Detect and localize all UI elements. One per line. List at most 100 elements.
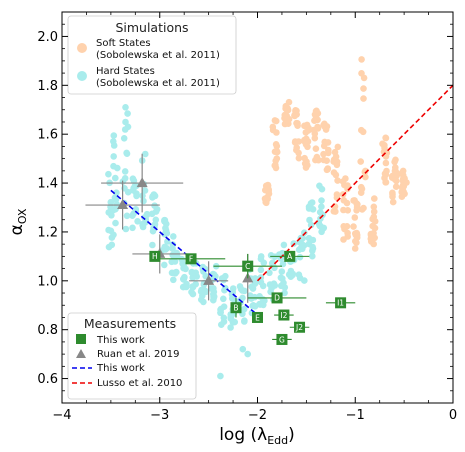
this-work-fit-line: [110, 189, 259, 316]
soft-state-point: [367, 232, 375, 239]
hard-state-point: [256, 300, 263, 308]
legend-hard-swatch: [77, 71, 87, 81]
x-tick-label: 0: [449, 408, 457, 423]
legend-this-work-fit-label: This work: [96, 363, 145, 374]
hard-state-point: [120, 135, 128, 142]
hard-state-point: [133, 192, 140, 200]
hard-state-point: [107, 198, 115, 206]
hard-state-point: [152, 216, 160, 224]
soft-state-point: [399, 169, 406, 176]
hard-state-point: [114, 164, 121, 172]
legend-simulations-box: [67, 15, 237, 95]
hard-state-point: [179, 260, 186, 267]
hard-state-point: [307, 221, 315, 229]
this-work-point-label: D: [274, 294, 280, 303]
hard-state-point: [123, 150, 131, 157]
this-work-point: C: [213, 253, 282, 279]
hard-state-point: [210, 293, 218, 300]
y-tick-label: 1.2: [37, 225, 58, 240]
hard-state-point: [122, 104, 129, 111]
lusso-fit-line: [256, 84, 454, 282]
soft-state-point: [339, 178, 347, 185]
soft-state-point: [350, 223, 357, 230]
hard-state-point: [229, 289, 237, 296]
legend-measurements-box: [67, 312, 197, 400]
soft-state-point: [362, 173, 369, 181]
soft-state-point: [295, 154, 303, 162]
y-tick-label: 1.0: [37, 274, 58, 289]
hard-state-point: [129, 175, 137, 182]
soft-state-point: [312, 145, 320, 152]
hard-state-point: [121, 168, 129, 175]
hard-state-point: [318, 203, 325, 210]
soft-states-points: [261, 56, 410, 252]
legend-measurements-title: Measurements: [84, 316, 176, 331]
legend-this-work-square: [76, 334, 86, 344]
ruan-triangle: [136, 177, 148, 188]
legend-measurements: Measurements This work Ruan et al. 2019 …: [67, 312, 197, 400]
soft-state-point: [389, 189, 396, 197]
soft-state-point: [300, 137, 308, 145]
hard-state-point: [112, 174, 119, 182]
this-work-square: [242, 260, 254, 272]
y-tick-label: 0.6: [37, 372, 58, 387]
soft-state-point: [272, 117, 280, 125]
soft-state-point: [369, 222, 377, 230]
soft-state-point: [340, 223, 348, 230]
soft-state-point: [358, 56, 365, 63]
hard-state-point: [111, 194, 119, 201]
soft-state-point: [284, 105, 292, 112]
soft-state-point: [324, 166, 331, 173]
soft-state-point: [332, 208, 339, 215]
hard-state-point: [149, 193, 156, 200]
hard-state-point: [260, 259, 268, 267]
soft-state-point: [382, 134, 390, 142]
hard-state-point: [277, 282, 285, 290]
soft-state-point: [304, 143, 311, 151]
hard-state-point: [220, 314, 228, 322]
legend-simulations-title: Simulations: [115, 20, 188, 35]
hard-state-point: [182, 265, 189, 273]
y-tick-label: 1.4: [37, 177, 58, 192]
soft-state-point: [294, 120, 301, 127]
legend-lusso-label: Lusso et al. 2010: [97, 378, 182, 389]
hard-state-point: [141, 214, 148, 221]
hard-state-point: [257, 266, 265, 274]
this-work-point-label: A: [287, 252, 293, 261]
soft-state-point: [392, 183, 400, 190]
legend-soft-label-1: Soft States: [96, 38, 151, 49]
soft-state-point: [382, 159, 390, 167]
soft-state-point: [314, 116, 321, 124]
y-tick-label: 0.8: [37, 323, 58, 338]
soft-state-point: [344, 233, 352, 240]
soft-state-point: [302, 129, 310, 136]
hard-state-point: [207, 285, 215, 292]
hard-state-point: [180, 275, 187, 283]
soft-state-point: [334, 143, 342, 151]
soft-state-point: [401, 175, 408, 182]
hard-state-point: [153, 206, 161, 213]
soft-state-point: [325, 146, 332, 154]
hard-state-point: [209, 270, 217, 278]
hard-state-point: [193, 273, 200, 280]
this-work-point: A: [270, 250, 310, 262]
ruan-point: [85, 180, 160, 230]
hard-state-point: [199, 263, 207, 271]
legend-this-work-label: This work: [96, 335, 145, 346]
soft-state-point: [272, 141, 280, 148]
soft-state-point: [352, 237, 359, 245]
hard-state-point: [149, 241, 156, 249]
soft-state-point: [360, 74, 368, 82]
ruan-point: [101, 153, 184, 213]
this-work-square: [252, 311, 263, 323]
hard-state-point: [301, 229, 308, 236]
soft-state-point: [360, 85, 367, 92]
hard-state-point: [259, 296, 267, 303]
hard-state-point: [280, 241, 288, 249]
soft-state-point: [357, 189, 365, 196]
hard-state-point: [129, 212, 136, 219]
hard-state-point: [113, 189, 120, 196]
soft-state-point: [334, 177, 341, 184]
hard-state-point: [269, 259, 276, 267]
hard-state-point: [142, 150, 149, 158]
